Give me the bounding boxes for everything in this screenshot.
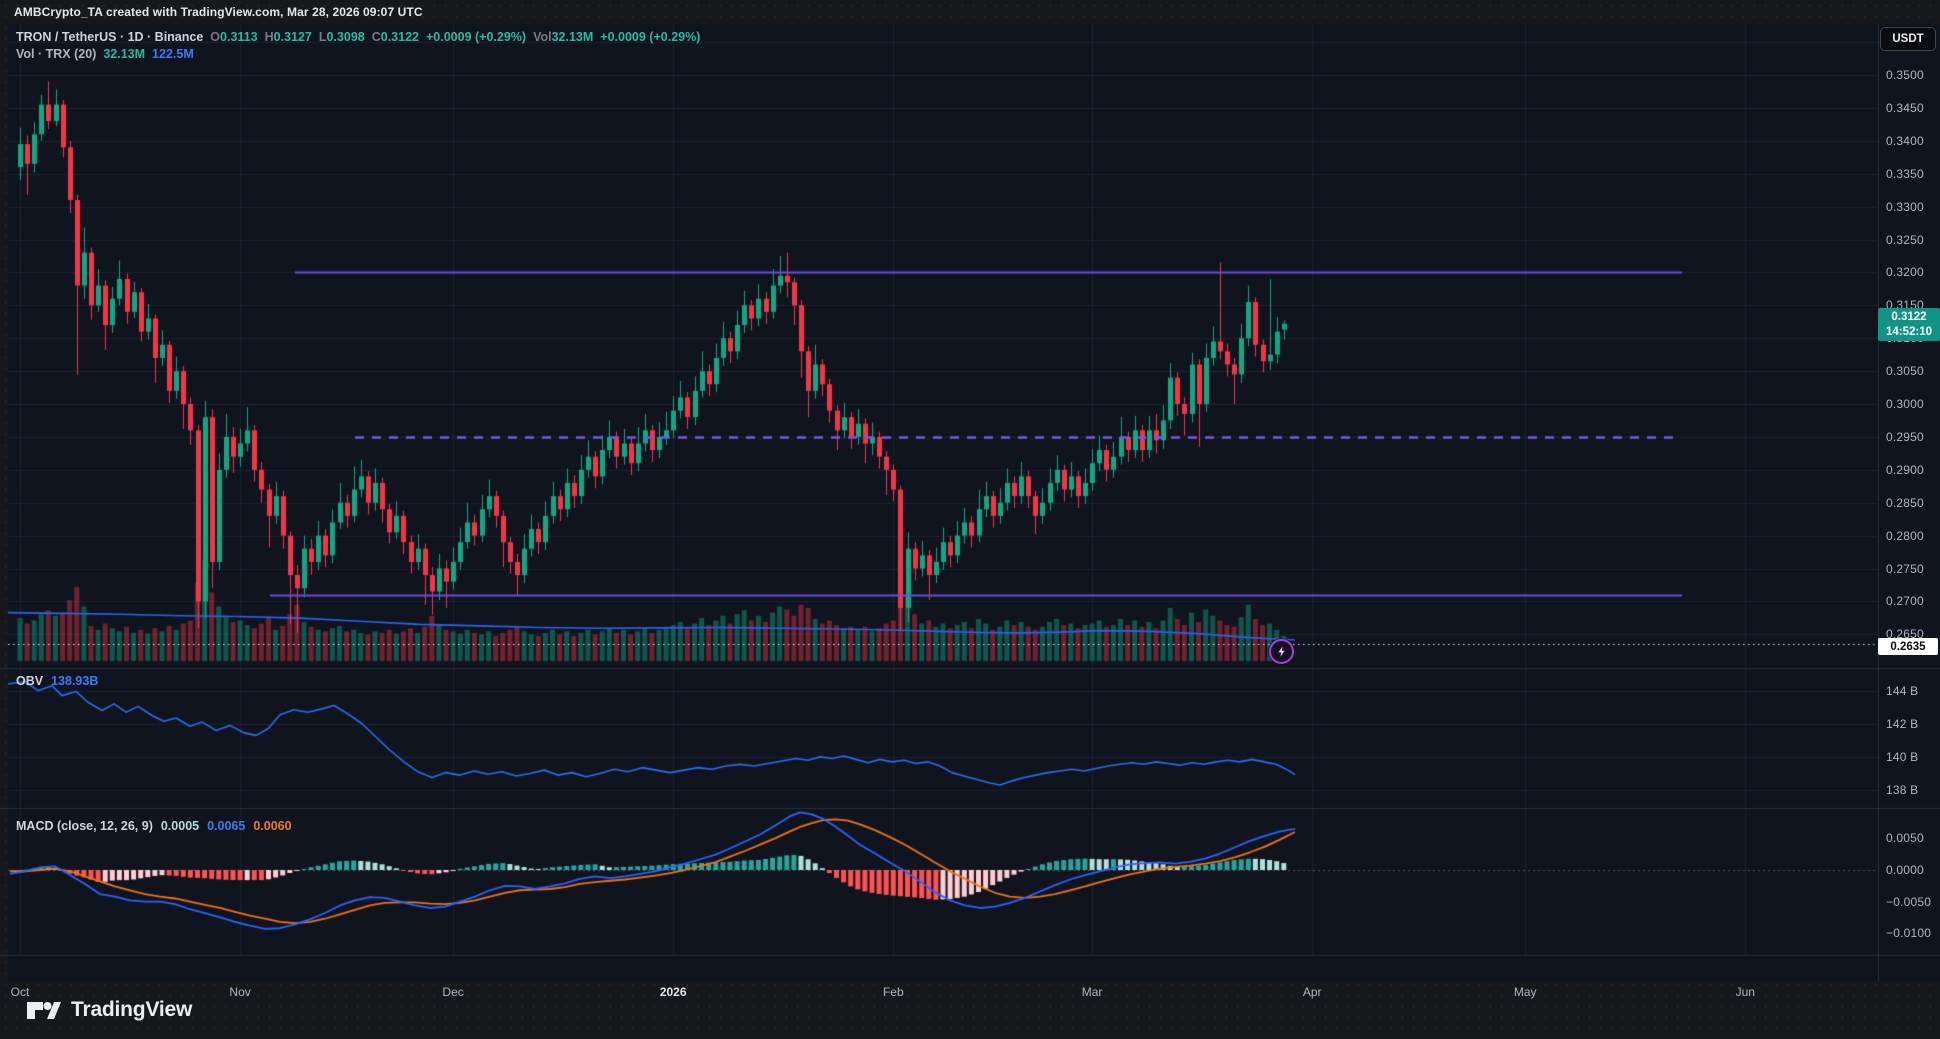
time-tick-apr: Apr: [1302, 985, 1322, 999]
time-tick-jun: Jun: [1735, 985, 1755, 999]
symbol-title: TRON / TetherUS · 1D · Binance: [16, 30, 204, 44]
axis-tick-label: 0.3200: [1886, 265, 1924, 280]
axis-tick-label: 0.2750: [1886, 561, 1924, 576]
time-tick-may: May: [1513, 985, 1537, 999]
axis-tick-label: 0.2900: [1886, 462, 1924, 477]
axis-tick-label: 0.3400: [1886, 133, 1924, 148]
axis-tick-label: 0.0050: [1886, 831, 1924, 846]
close-label: C: [371, 30, 381, 44]
axis-tick-label: 0.3450: [1886, 100, 1924, 115]
tradingview-mark-icon: [27, 1001, 61, 1019]
last-price-badge: 0.3122 14:52:10: [1878, 307, 1940, 341]
volume-indicator-value: 32.13M: [103, 47, 146, 61]
low-label: L: [318, 30, 327, 44]
axis-tick-label: 0.0000: [1886, 863, 1924, 877]
axis-tick-label: 142 B: [1886, 716, 1919, 731]
time-tick-feb: Feb: [882, 985, 904, 999]
attribution-bar: AMBCrypto_TA created with TradingView.co…: [0, 0, 1940, 24]
volume-change-value: +0.0009 (+0.29%): [600, 30, 701, 44]
volume-ma-value: 122.5M: [152, 47, 194, 61]
volume-label: Vol: [533, 30, 552, 44]
axis-tick-label: 0.3050: [1886, 364, 1924, 379]
alert-lightning-icon[interactable]: [1269, 639, 1294, 665]
macd-hist-value: 0.0005: [160, 819, 200, 833]
last-price-value: 0.3122: [1891, 310, 1927, 323]
chart-legend: TRON / TetherUS · 1D · Binance O0.3113 H…: [16, 29, 700, 63]
axis-tick-label: −0.0100: [1886, 926, 1932, 941]
time-tick-oct: Oct: [10, 985, 30, 999]
time-axis[interactable]: Oct Nov Dec 2026 Feb Mar Apr May Jun: [0, 979, 1878, 1005]
alert-line-price-badge: 0.2635: [1878, 638, 1938, 656]
volume-indicator-label: Vol · TRX (20): [16, 47, 97, 61]
legend-row-volume-indicator[interactable]: Vol · TRX (20) 32.13M 122.5M: [16, 46, 700, 62]
tradingview-wordmark: TradingView: [71, 998, 193, 1021]
low-value: 0.3098: [326, 30, 365, 44]
axis-tick-label: 0.2650: [1886, 627, 1924, 642]
axis-tick-label: 140 B: [1886, 749, 1919, 764]
time-tick-2026: 2026: [659, 985, 687, 999]
axis-tick-label: 0.2950: [1886, 429, 1924, 444]
axis-tick-label: 0.2850: [1886, 495, 1924, 510]
axis-tick-label: 144 B: [1886, 683, 1919, 698]
time-tick-dec: Dec: [442, 985, 464, 999]
axis-tick-label: 0.2700: [1886, 594, 1924, 609]
axis-tick-label: 0.3350: [1886, 166, 1924, 181]
volume-value: 32.13M: [551, 30, 594, 44]
high-label: H: [264, 30, 274, 44]
high-value: 0.3127: [273, 30, 312, 44]
axis-tick-label: 138 B: [1886, 783, 1919, 797]
macd-signal-value: 0.0060: [253, 819, 292, 833]
macd-line-value: 0.0065: [207, 819, 246, 833]
axis-tick-label: 0.3000: [1886, 397, 1924, 411]
axis-tick-label: 0.2800: [1886, 528, 1924, 543]
axis-tick-label: 0.3250: [1886, 232, 1924, 247]
tradingview-logo[interactable]: TradingView: [26, 998, 192, 1022]
legend-row-symbol[interactable]: TRON / TetherUS · 1D · Binance O0.3113 H…: [16, 29, 700, 45]
chart-canvas[interactable]: [0, 24, 1940, 981]
change-value: +0.0009 (+0.29%): [425, 30, 527, 44]
footer-bar: TradingView: [0, 981, 1940, 1039]
time-tick-nov: Nov: [229, 985, 251, 999]
axis-tick-label: −0.0050: [1886, 894, 1932, 909]
obv-label: OBV: [16, 674, 44, 688]
macd-legend[interactable]: MACD (close, 12, 26, 9) 0.0005 0.0065 0.…: [16, 819, 292, 833]
time-tick-mar: Mar: [1081, 985, 1103, 999]
attribution-text: AMBCrypto_TA created with TradingView.co…: [14, 5, 423, 19]
macd-label: MACD (close, 12, 26, 9): [16, 819, 153, 833]
currency-toggle-button[interactable]: USDT: [1880, 27, 1936, 51]
close-value: 0.3122: [380, 30, 419, 44]
obv-value: 138.93B: [51, 674, 99, 688]
lightning-bolt-icon: [1278, 646, 1285, 658]
open-label: O: [210, 30, 221, 44]
open-value: 0.3113: [220, 30, 258, 44]
obv-legend[interactable]: OBV 138.93B: [16, 674, 98, 688]
price-axis[interactable]: 0.3500 0.3450 0.3400 0.3350 0.3300 0.3250 0.32…: [1878, 24, 1940, 955]
last-price-countdown: 14:52:10: [1885, 325, 1933, 338]
axis-tick-label: 0.3500: [1886, 68, 1924, 82]
axis-tick-label: 0.3300: [1886, 199, 1924, 214]
